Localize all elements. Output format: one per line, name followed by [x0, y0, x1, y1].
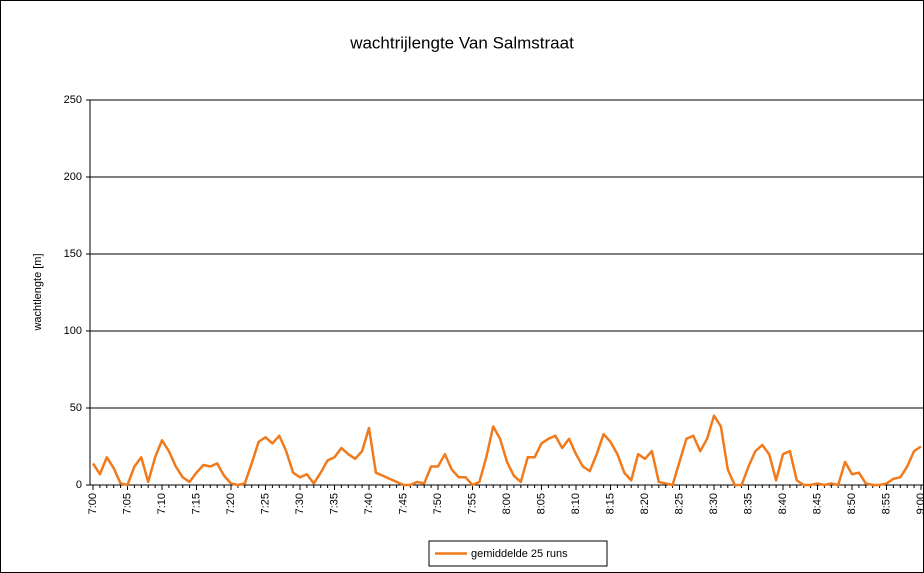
x-tick-label: 7:10 [156, 493, 168, 514]
x-tick-label: 7:05 [121, 493, 133, 514]
x-tick-label: 8:50 [846, 493, 858, 514]
data-line [91, 414, 922, 487]
x-tick-label: 7:20 [225, 493, 237, 514]
x-tick-label: 7:40 [363, 493, 375, 514]
x-tick-label: 8:20 [639, 493, 651, 514]
x-tick-label: 7:35 [328, 493, 340, 514]
y-tick-label: 150 [64, 248, 82, 260]
y-tick-label: 50 [70, 402, 82, 414]
x-tick-label: 7:55 [466, 493, 478, 514]
y-tick-label: 0 [76, 479, 82, 491]
x-tick-label: 8:00 [501, 493, 513, 514]
y-tick-label: 100 [64, 325, 82, 337]
x-tick-label: 7:30 [294, 493, 306, 514]
x-tick-label: 8:40 [777, 493, 789, 514]
chart-title: wachtrijlengte Van Salmstraat [349, 33, 574, 52]
x-tick-label: 7:15 [190, 493, 202, 514]
x-tick-label: 8:05 [535, 493, 547, 514]
x-tick-label: 7:50 [432, 493, 444, 514]
y-axis-label: wachtlengte [m] [32, 253, 44, 331]
x-tick-label: 8:30 [708, 493, 720, 514]
y-tick-label: 250 [64, 94, 82, 106]
x-tick-label: 7:45 [397, 493, 409, 514]
x-tick-label: 7:25 [259, 493, 271, 514]
y-tick-label: 200 [64, 171, 82, 183]
legend-label: gemiddelde 25 runs [471, 548, 568, 560]
x-tick-label: 8:15 [604, 493, 616, 514]
x-tick-label: 8:25 [673, 493, 685, 514]
x-tick-label: 8:45 [811, 493, 823, 514]
x-tick-label: 9:00 [915, 493, 924, 514]
x-tick-label: 8:10 [570, 493, 582, 514]
x-tick-label: 8:55 [880, 493, 892, 514]
x-tick-label: 8:35 [742, 493, 754, 514]
x-tick-label: 7:00 [87, 493, 99, 514]
